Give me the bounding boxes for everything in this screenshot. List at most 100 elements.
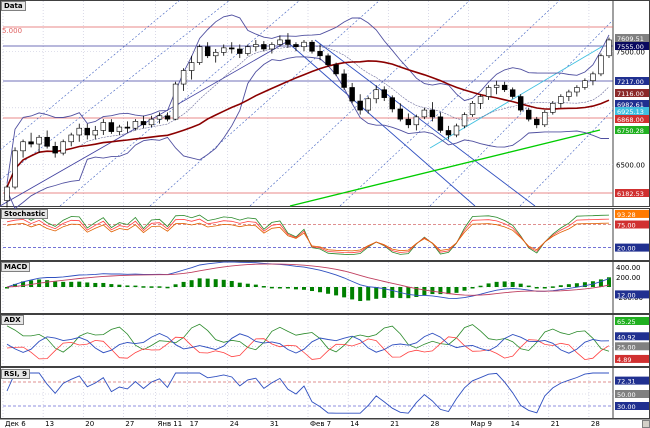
x-tick-label: 14	[511, 420, 520, 428]
macd-histogram-bar	[374, 287, 379, 299]
macd-histogram-bar	[237, 282, 242, 287]
candle	[381, 86, 387, 102]
adx-minus-di-line	[6, 336, 610, 361]
candle	[76, 123, 82, 142]
candle-body	[156, 115, 163, 120]
corner-scroll-button[interactable]	[642, 420, 650, 428]
macd-line	[6, 261, 610, 299]
adx-plus-di-line	[6, 323, 610, 353]
macd-histogram-bar	[181, 281, 186, 287]
macd-histogram-bar	[13, 283, 18, 287]
candle-body	[429, 109, 436, 118]
candle-body	[212, 52, 219, 57]
candle	[108, 119, 115, 134]
macd-histogram-bar	[221, 279, 226, 287]
candle-body	[4, 186, 10, 201]
candle	[148, 115, 155, 128]
candle	[140, 115, 147, 129]
macd-histogram-bar	[229, 280, 234, 287]
price-value-tag-bg	[615, 189, 649, 197]
macd-histogram-bar	[350, 287, 355, 300]
candle-body	[148, 118, 155, 126]
price-value-tag-bg	[615, 107, 649, 115]
macd-histogram-bar	[446, 287, 451, 295]
candle	[598, 53, 604, 77]
macd-histogram-bar	[422, 287, 427, 296]
pane-label-adx[interactable]: ADX	[1, 315, 24, 325]
channel-dotted-line	[149, 0, 381, 207]
x-tick-label: 21	[551, 420, 560, 428]
candle	[84, 123, 90, 140]
macd-histogram-bar	[606, 277, 611, 287]
candle-body	[237, 48, 243, 54]
rsi-value-tag: 30.00	[617, 403, 636, 411]
candle-body	[132, 121, 139, 129]
candle	[333, 62, 339, 77]
candle-body	[501, 84, 508, 91]
pane-label-data[interactable]: Data	[1, 1, 26, 11]
stoch-slow-line	[6, 222, 610, 252]
candle-body	[76, 127, 82, 136]
candle	[20, 139, 26, 158]
rsi-value-tag: 50.00	[617, 391, 636, 399]
stoch-value-tag: 20.00	[617, 245, 636, 253]
macd-histogram-bar	[53, 281, 58, 287]
macd-histogram-bar	[21, 281, 26, 287]
candle	[325, 53, 331, 68]
macd-histogram-bar	[342, 287, 347, 298]
candle	[164, 112, 171, 122]
bollinger-lower	[6, 56, 609, 210]
macd-histogram-bar	[366, 287, 371, 301]
channel-dotted-line	[0, 0, 181, 151]
macd-histogram-bar	[277, 287, 282, 289]
candle	[477, 94, 484, 109]
candle-body	[60, 141, 66, 154]
adx-value-tag-bg	[615, 316, 649, 325]
adx-value-tag-bg	[615, 332, 649, 341]
macd-histogram-bar	[566, 284, 571, 287]
candle-body	[413, 116, 420, 126]
price-value-tag: 7217.00	[617, 78, 644, 86]
candle-body	[188, 62, 195, 71]
macd-histogram-bar	[61, 281, 66, 287]
macd-histogram-bar	[558, 285, 563, 287]
price-value-tag-bg	[615, 77, 649, 85]
macd-histogram-bar	[165, 286, 170, 289]
candle-body	[269, 44, 275, 50]
candle-body	[221, 47, 227, 53]
candle	[172, 81, 179, 121]
candle	[116, 124, 123, 135]
macd-histogram-bar	[101, 282, 106, 287]
candle	[582, 78, 588, 90]
macd-histogram-bar	[5, 287, 10, 289]
candle	[453, 123, 460, 138]
pane-label-stochastic[interactable]: Stochastic	[1, 209, 49, 219]
price-value-tag-bg	[615, 100, 649, 108]
stoch-value-tag-bg	[615, 209, 649, 218]
candle-body	[100, 122, 107, 131]
candle	[301, 39, 307, 52]
macd-histogram-bar	[310, 287, 315, 292]
x-tick-label: 27	[125, 420, 134, 428]
candle-body	[196, 46, 203, 63]
x-tick-label: 28	[591, 420, 600, 428]
candle-body	[566, 91, 572, 97]
macd-signal-line	[6, 263, 610, 296]
macd-value-tag-bg	[615, 290, 649, 299]
candle	[349, 82, 355, 104]
macd-histogram-bar	[293, 287, 298, 290]
macd-histogram-bar	[486, 283, 491, 287]
trend-channel-line	[314, 39, 536, 207]
pane-label-macd[interactable]: MACD	[1, 262, 31, 272]
macd-histogram-bar	[582, 282, 587, 287]
candle-body	[253, 44, 259, 48]
pane-label-rsi[interactable]: RSI, 9	[1, 369, 31, 379]
price-axis-tick: 7500.00	[616, 48, 645, 56]
candle	[132, 119, 139, 131]
candle	[92, 125, 99, 140]
candle	[269, 42, 275, 54]
candle	[606, 37, 612, 59]
candle	[485, 85, 492, 100]
macd-histogram-bar	[157, 286, 162, 288]
candle-body	[373, 89, 379, 100]
